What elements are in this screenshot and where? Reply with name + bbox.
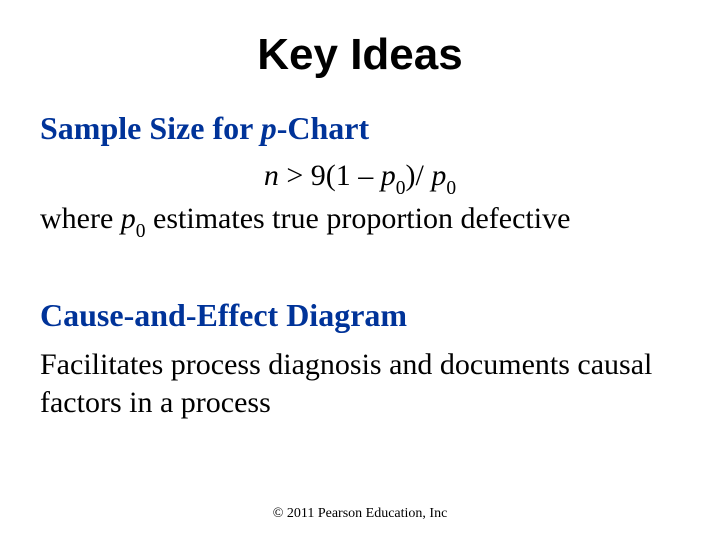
formula-mid: )/: [406, 159, 432, 192]
section1-heading-suffix: -Chart: [277, 110, 369, 146]
body-sub: 0: [136, 221, 146, 242]
formula-sub1: 0: [396, 178, 406, 199]
copyright-footer: © 2011 Pearson Education, Inc: [40, 506, 680, 522]
section1-body: where p0 estimates true proportion defec…: [40, 202, 680, 241]
slide: Key Ideas Sample Size for p-Chart n > 9(…: [0, 0, 720, 540]
section1-heading-prefix: Sample Size for: [40, 110, 261, 146]
body-p: p: [121, 202, 136, 235]
section1-heading-p: p: [261, 110, 277, 146]
formula-line: n > 9(1 – p0)/ p0: [40, 159, 680, 198]
formula-sub2: 0: [446, 178, 456, 199]
slide-title: Key Ideas: [40, 30, 680, 80]
spacer: [40, 269, 680, 297]
formula-n: n: [264, 159, 279, 192]
body-suffix: estimates true proportion defective: [146, 202, 571, 235]
section2-body: Facilitates process diagnosis and docume…: [40, 346, 680, 421]
formula-p2: p: [431, 159, 446, 192]
formula-gt: > 9(1 –: [279, 159, 381, 192]
section2-heading: Cause-and-Effect Diagram: [40, 297, 680, 334]
section1-heading: Sample Size for p-Chart: [40, 110, 680, 147]
body-prefix: where: [40, 202, 121, 235]
formula-p1: p: [381, 159, 396, 192]
